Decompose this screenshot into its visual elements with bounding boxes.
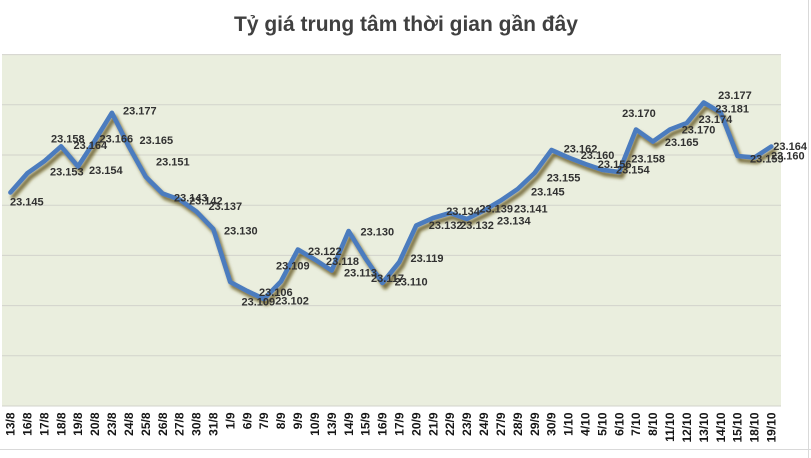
svg-text:23.151: 23.151	[156, 157, 190, 169]
svg-text:4/10: 4/10	[579, 412, 593, 436]
svg-text:11/10: 11/10	[663, 412, 677, 442]
svg-text:29/9: 29/9	[528, 412, 542, 436]
svg-text:27/9: 27/9	[494, 412, 508, 436]
svg-text:15/10: 15/10	[731, 412, 745, 442]
svg-text:23/8: 23/8	[105, 412, 119, 436]
svg-text:23.181: 23.181	[715, 103, 749, 115]
svg-text:23.165: 23.165	[665, 137, 699, 149]
svg-text:23.177: 23.177	[718, 90, 752, 102]
svg-text:9/9: 9/9	[291, 412, 305, 429]
svg-text:14/10: 14/10	[714, 412, 728, 442]
svg-text:23.143: 23.143	[174, 193, 208, 205]
svg-text:23.145: 23.145	[531, 187, 565, 199]
svg-text:19/8: 19/8	[71, 412, 85, 436]
svg-text:1/9: 1/9	[223, 412, 237, 429]
svg-text:23.154: 23.154	[89, 165, 124, 177]
svg-text:23.130: 23.130	[361, 227, 395, 239]
svg-text:23.117: 23.117	[371, 273, 404, 285]
svg-text:23.165: 23.165	[140, 135, 174, 147]
svg-text:15/9: 15/9	[359, 412, 373, 436]
svg-text:23.177: 23.177	[123, 106, 157, 118]
svg-text:23.122: 23.122	[308, 246, 342, 258]
svg-text:23.132: 23.132	[429, 220, 463, 232]
svg-text:14/9: 14/9	[342, 412, 356, 436]
svg-text:17/8: 17/8	[37, 412, 51, 436]
svg-text:6/9: 6/9	[240, 412, 254, 429]
svg-text:22/9: 22/9	[443, 412, 457, 436]
svg-text:16/8: 16/8	[21, 412, 35, 436]
svg-text:31/8: 31/8	[207, 412, 221, 436]
svg-text:17/9: 17/9	[393, 412, 407, 436]
svg-text:23.160: 23.160	[771, 151, 805, 163]
svg-text:23.119: 23.119	[411, 253, 444, 265]
svg-text:23.166: 23.166	[100, 133, 134, 145]
svg-text:23.145: 23.145	[10, 196, 44, 208]
svg-text:23.142: 23.142	[189, 195, 223, 207]
svg-text:28/9: 28/9	[511, 412, 525, 436]
svg-text:23.164: 23.164	[74, 140, 109, 152]
svg-text:23.134: 23.134	[497, 216, 532, 228]
svg-text:24/8: 24/8	[122, 412, 136, 436]
svg-text:23.141: 23.141	[514, 204, 548, 216]
svg-text:23.170: 23.170	[622, 108, 656, 120]
svg-text:23.109: 23.109	[276, 260, 310, 272]
svg-text:6/10: 6/10	[612, 412, 626, 436]
svg-text:5/10: 5/10	[595, 412, 609, 436]
svg-text:23.155: 23.155	[547, 172, 581, 184]
svg-text:30/9: 30/9	[545, 412, 559, 436]
svg-text:8/10: 8/10	[646, 412, 660, 436]
svg-text:23.109: 23.109	[242, 297, 276, 309]
svg-text:24/9: 24/9	[477, 412, 491, 436]
svg-text:13/8: 13/8	[4, 412, 18, 436]
svg-text:23.162: 23.162	[564, 144, 598, 156]
svg-text:7/10: 7/10	[629, 412, 643, 436]
svg-text:20/9: 20/9	[409, 412, 423, 436]
svg-text:23.154: 23.154	[616, 164, 651, 176]
svg-text:25/8: 25/8	[139, 412, 153, 436]
svg-text:23.106: 23.106	[259, 287, 293, 299]
svg-text:23.156: 23.156	[598, 159, 632, 171]
svg-text:Tỷ giá trung tâm thời gian gần: Tỷ giá trung tâm thời gian gần đây	[234, 13, 578, 36]
svg-text:18/10: 18/10	[748, 412, 762, 442]
svg-text:23.174: 23.174	[699, 114, 734, 126]
svg-text:20/8: 20/8	[88, 412, 102, 436]
svg-text:23.160: 23.160	[581, 150, 615, 162]
svg-text:23.118: 23.118	[326, 256, 359, 268]
svg-text:18/8: 18/8	[54, 412, 68, 436]
svg-text:23.158: 23.158	[51, 133, 85, 145]
svg-text:8/9: 8/9	[274, 412, 288, 429]
svg-text:26/8: 26/8	[156, 412, 170, 436]
svg-text:23.110: 23.110	[395, 277, 428, 289]
svg-text:23.113: 23.113	[344, 268, 377, 280]
svg-text:13/9: 13/9	[325, 412, 339, 436]
svg-text:23.164: 23.164	[773, 141, 808, 153]
svg-text:7/9: 7/9	[257, 412, 271, 429]
svg-text:23.159: 23.159	[750, 154, 784, 166]
svg-text:23.139: 23.139	[479, 203, 513, 215]
svg-text:23.134: 23.134	[446, 206, 481, 218]
svg-text:16/9: 16/9	[376, 412, 390, 436]
svg-text:23.102: 23.102	[275, 296, 309, 308]
svg-text:23.130: 23.130	[224, 225, 258, 237]
svg-text:27/8: 27/8	[173, 412, 187, 436]
svg-text:19/10: 19/10	[765, 412, 779, 442]
svg-text:23.132: 23.132	[460, 220, 494, 232]
svg-text:12/10: 12/10	[680, 412, 694, 442]
svg-text:23.153: 23.153	[50, 166, 84, 178]
svg-text:23.137: 23.137	[209, 201, 243, 213]
svg-text:23.158: 23.158	[631, 154, 665, 166]
svg-text:13/10: 13/10	[697, 412, 711, 442]
svg-text:1/10: 1/10	[562, 412, 576, 436]
svg-text:21/9: 21/9	[426, 412, 440, 436]
svg-text:30/8: 30/8	[190, 412, 204, 436]
svg-text:23.170: 23.170	[682, 125, 716, 137]
svg-text:10/9: 10/9	[308, 412, 322, 436]
svg-text:23/9: 23/9	[460, 412, 474, 436]
